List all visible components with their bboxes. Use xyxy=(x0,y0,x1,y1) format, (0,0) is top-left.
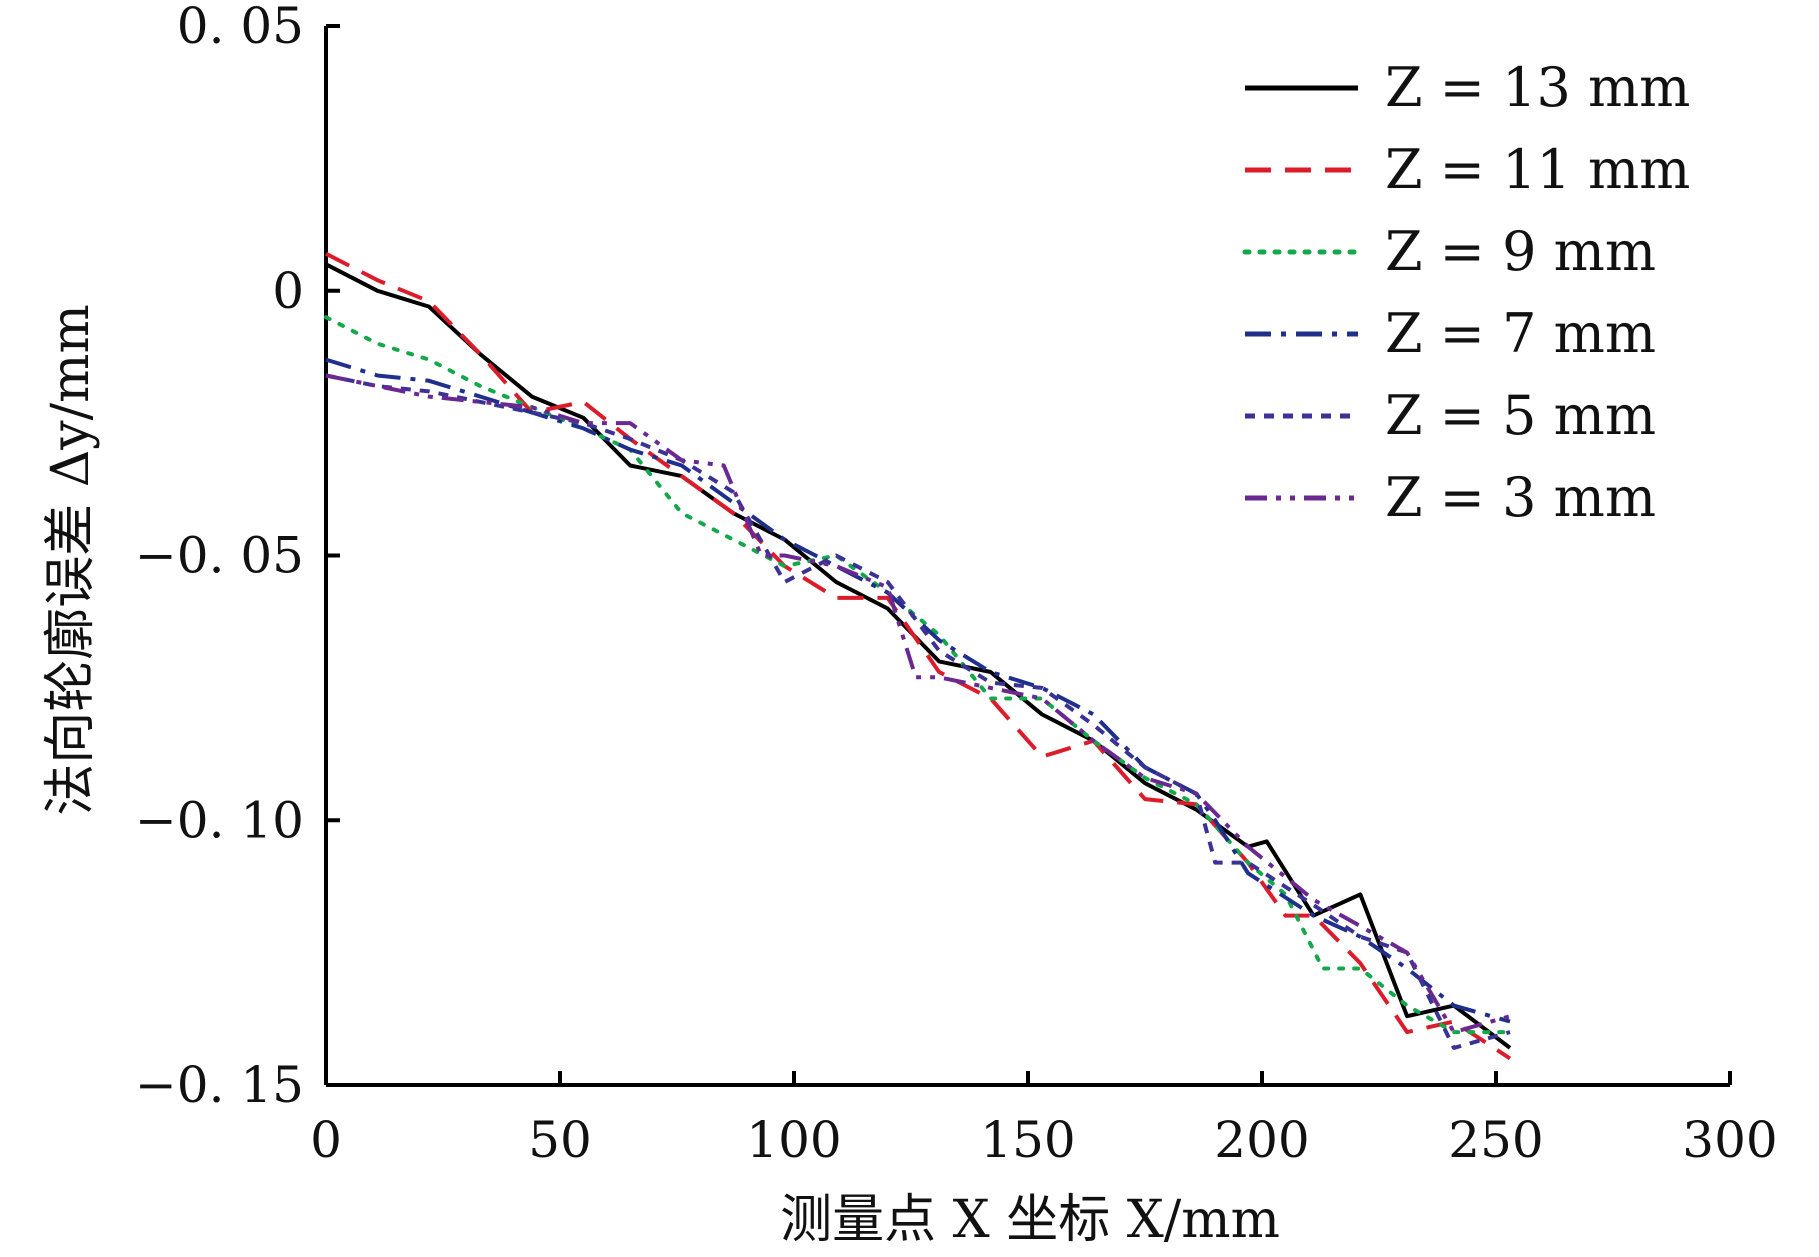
y-tick-label: −0. 10 xyxy=(135,791,304,849)
x-tick-label: 100 xyxy=(746,1111,841,1169)
y-ticks: 0. 05 0 −0. 05 −0. 10 −0. 15 xyxy=(135,0,340,1114)
legend-label: Z = 9 mm xyxy=(1385,220,1656,283)
legend-label: Z = 5 mm xyxy=(1385,384,1656,447)
series-line xyxy=(325,373,1511,1035)
x-ticks: 0 50 100 150 200 250 300 xyxy=(310,1071,1778,1169)
x-tick-label: 300 xyxy=(1682,1111,1777,1169)
series-group xyxy=(324,251,1512,1061)
x-tick-label: 200 xyxy=(1214,1111,1309,1169)
y-tick-label: 0 xyxy=(272,262,304,320)
y-tick-label: 0. 05 xyxy=(177,0,304,55)
x-tick-label: 150 xyxy=(980,1111,1075,1169)
y-tick-label: −0. 05 xyxy=(135,527,304,585)
legend-label: Z = 3 mm xyxy=(1385,466,1656,529)
legend-label: Z = 7 mm xyxy=(1385,302,1656,365)
x-axis-title: 测量点 X 坐标 X/mm xyxy=(780,1190,1280,1250)
y-tick-label: −0. 15 xyxy=(135,1056,304,1114)
legend-label: Z = 13 mm xyxy=(1385,56,1690,119)
x-tick-label: 0 xyxy=(310,1111,342,1169)
legend-label: Z = 11 mm xyxy=(1385,138,1690,201)
x-tick-label: 250 xyxy=(1448,1111,1543,1169)
x-tick-label: 50 xyxy=(528,1111,592,1169)
legend: Z = 13 mm Z = 11 mm Z = 9 mm Z = 7 mm Z = 5 … xyxy=(1242,56,1690,529)
series-line xyxy=(325,373,1511,1050)
y-axis-title: 法向轮廓误差 Δy/mm xyxy=(41,304,101,816)
series-line xyxy=(325,357,1511,1024)
